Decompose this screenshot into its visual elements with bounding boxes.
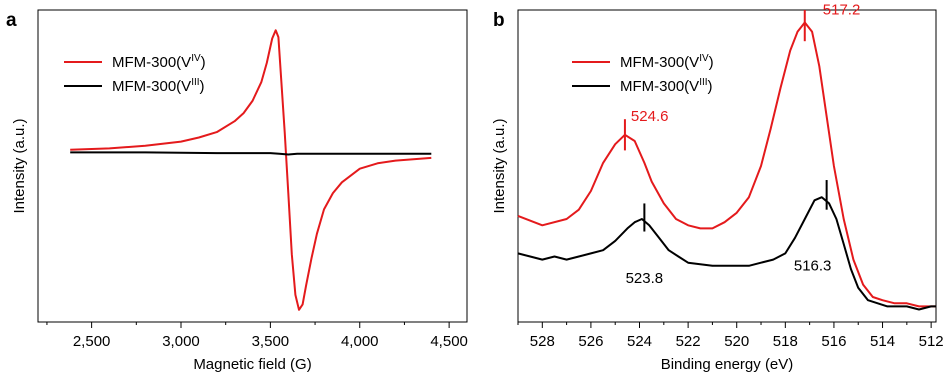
x-tick-label: 3,000 — [162, 333, 200, 350]
series-line-iv — [517, 21, 936, 308]
x-tick-label: 512 — [919, 333, 944, 350]
x-tick-label: 514 — [870, 333, 895, 350]
x-tick-label: 2,500 — [73, 333, 111, 350]
panel-label: b — [493, 10, 505, 31]
x-tick-label: 516 — [821, 333, 846, 350]
x-tick-label: 528 — [530, 333, 555, 350]
legend-name: MFM-300(V — [112, 78, 191, 95]
x-tick-label: 520 — [724, 333, 749, 350]
peak-label: 524.6 — [631, 108, 669, 125]
panel-b: b 528 526 524 522 520 518 516 514 512 Binding ener… — [491, 2, 944, 373]
series-line-iv — [70, 29, 432, 311]
peak-label: 516.3 — [794, 258, 832, 275]
panel-a: a 2,500 3,000 3,500 4,000 4,500 Magnetic field… — [6, 9, 468, 373]
legend-superscript: III — [699, 77, 707, 88]
legend-close: ) — [708, 78, 713, 95]
legend-superscript: III — [191, 77, 199, 88]
legend-superscript: IV — [191, 53, 201, 64]
panel-label: a — [6, 10, 17, 31]
legend-close: ) — [709, 54, 714, 71]
legend-entry-label: MFM-300(VIII) — [620, 77, 713, 95]
legend-superscript: IV — [699, 53, 709, 64]
x-tick-label: 522 — [676, 333, 701, 350]
legend-close: ) — [201, 54, 206, 71]
y-axis-label: Intensity (a.u.) — [11, 118, 28, 213]
legend-name: MFM-300(V — [112, 54, 191, 71]
legend-name: MFM-300(V — [620, 78, 699, 95]
x-tick-label: 4,500 — [430, 333, 468, 350]
x-tick-label: 3,500 — [252, 333, 290, 350]
peak-label: 523.8 — [626, 270, 664, 287]
x-axis-label: Binding energy (eV) — [661, 356, 794, 373]
y-axis-label: Intensity (a.u.) — [491, 118, 508, 213]
legend-name: MFM-300(V — [620, 54, 699, 71]
x-tick-label: 518 — [773, 333, 798, 350]
x-tick-label: 526 — [578, 333, 603, 350]
legend-close: ) — [200, 78, 205, 95]
peak-label: 517.2 — [823, 2, 861, 19]
legend-entry-label: MFM-300(VIII) — [112, 77, 205, 95]
legend-entry-label: MFM-300(VIV) — [112, 53, 206, 71]
x-tick-label: 4,000 — [341, 333, 379, 350]
plot-frame — [37, 9, 468, 323]
series-line-iii — [517, 196, 936, 311]
legend-entry-label: MFM-300(VIV) — [620, 53, 714, 71]
series-line-iii — [70, 151, 432, 156]
x-tick-label: 524 — [627, 333, 652, 350]
plot-frame — [517, 9, 937, 323]
x-axis-label: Magnetic field (G) — [193, 356, 311, 373]
